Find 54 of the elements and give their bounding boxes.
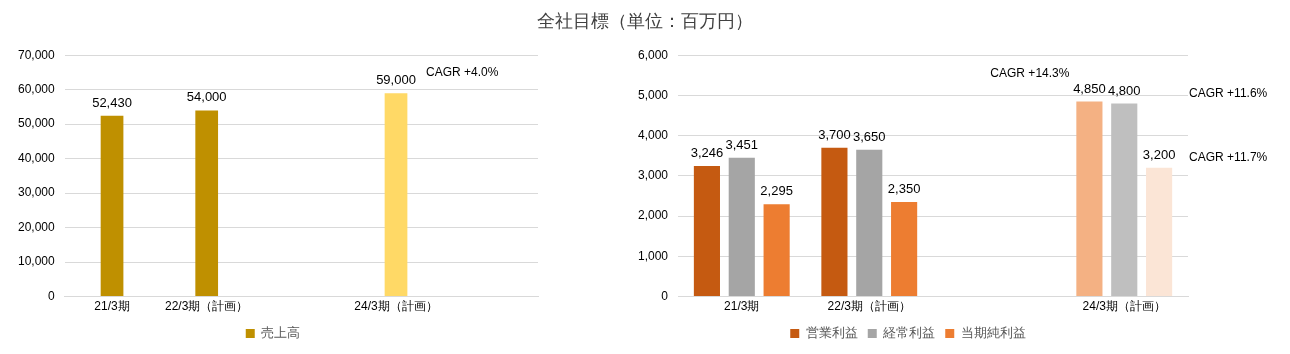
bar bbox=[728, 157, 755, 297]
x-tick-label: 21/3期 bbox=[94, 299, 130, 314]
bar bbox=[763, 204, 790, 297]
data-label: 59,000 bbox=[376, 72, 416, 88]
y-tick-label: 4,000 bbox=[638, 127, 669, 142]
bar bbox=[1111, 103, 1138, 297]
text: 全社目標（単位：百万円） bbox=[536, 10, 754, 33]
y-tick-label: 70,000 bbox=[18, 47, 56, 62]
y-tick-label: 0 bbox=[661, 288, 669, 303]
bar bbox=[100, 115, 124, 297]
data-label: 3,246 bbox=[690, 145, 724, 161]
bar bbox=[195, 110, 219, 297]
x-tick-label: 22/3期（計画） bbox=[827, 299, 911, 314]
y-tick-label: 2,000 bbox=[638, 208, 669, 223]
data-label: 52,430 bbox=[92, 94, 132, 110]
legend-label: 営業利益 bbox=[805, 325, 858, 341]
y-tick-label: 5,000 bbox=[638, 87, 669, 102]
y-tick-label: 6,000 bbox=[638, 47, 669, 62]
y-tick-label: 40,000 bbox=[18, 150, 56, 165]
legend-label: 当期純利益 bbox=[960, 325, 1026, 341]
bar bbox=[384, 93, 408, 297]
bar bbox=[1076, 101, 1103, 297]
bar bbox=[856, 149, 883, 297]
data-label: 3,650 bbox=[852, 128, 886, 144]
data-label: 4,800 bbox=[1107, 82, 1141, 98]
data-label: 54,000 bbox=[186, 89, 227, 105]
annotation: CAGR +4.0% bbox=[426, 65, 499, 80]
bar bbox=[1146, 167, 1173, 297]
x-tick-label: 22/3期（計画） bbox=[165, 299, 249, 314]
x-tick-label: 24/3期（計画） bbox=[1082, 299, 1166, 314]
data-label: 2,350 bbox=[887, 181, 921, 197]
bar bbox=[821, 147, 848, 297]
text: CAGR +11.7% bbox=[1189, 150, 1268, 165]
y-tick-label: 60,000 bbox=[18, 82, 56, 96]
data-label: 2,295 bbox=[760, 183, 793, 199]
data-label: 3,200 bbox=[1142, 146, 1176, 162]
y-tick-label: 50,000 bbox=[18, 116, 56, 131]
legend-label: 売上高 bbox=[261, 325, 301, 341]
x-tick-label: 24/3期（計画） bbox=[354, 299, 438, 314]
data-label: 3,700 bbox=[818, 126, 851, 142]
data-label: 4,850 bbox=[1073, 80, 1106, 96]
text: CAGR +11.6% bbox=[1189, 85, 1268, 100]
data-label: 3,451 bbox=[725, 136, 759, 152]
legend-label: 経常利益 bbox=[882, 325, 936, 341]
y-tick-label: 0 bbox=[48, 288, 56, 303]
bar bbox=[891, 202, 918, 297]
bar bbox=[693, 166, 720, 297]
y-tick-label: 30,000 bbox=[18, 185, 56, 200]
annotation: CAGR +14.3% bbox=[990, 65, 1070, 80]
y-tick-label: 10,000 bbox=[18, 254, 56, 269]
y-tick-label: 1,000 bbox=[638, 248, 669, 263]
y-tick-label: 20,000 bbox=[18, 219, 56, 234]
y-tick-label: 3,000 bbox=[638, 168, 669, 183]
x-tick-label: 21/3期 bbox=[724, 299, 760, 314]
